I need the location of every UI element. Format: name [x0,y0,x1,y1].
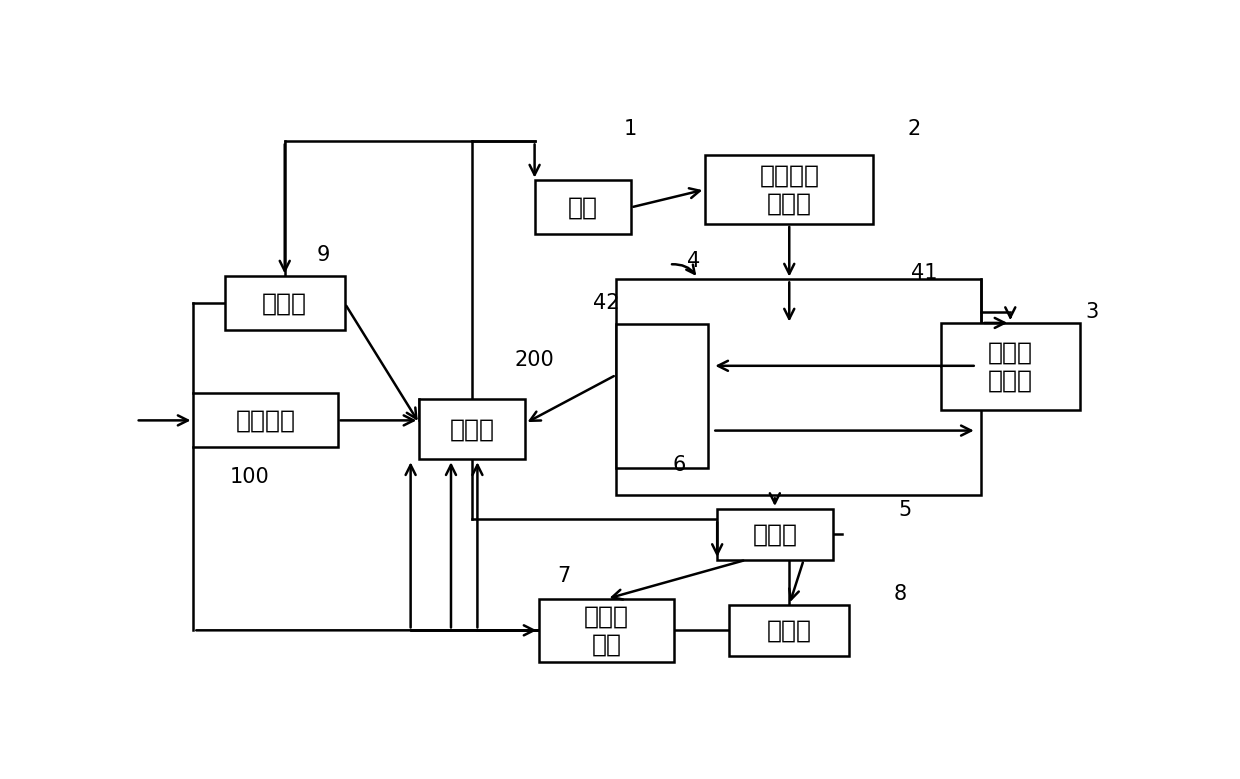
Text: 42: 42 [594,294,620,313]
Bar [539,599,675,662]
Text: 7: 7 [557,566,570,587]
Text: 8: 8 [893,584,906,605]
Bar [419,400,525,460]
Bar [224,277,345,330]
Text: 缸盖排
气水套: 缸盖排 气水套 [988,340,1033,393]
Text: 100: 100 [229,467,269,488]
Text: 5: 5 [898,500,911,520]
Bar [616,324,708,468]
Text: 水泵: 水泵 [568,196,598,220]
Text: 增压器: 增压器 [262,291,308,315]
Text: 缸盖燃烧
室水套: 缸盖燃烧 室水套 [759,164,820,215]
Text: 9: 9 [316,245,330,266]
Text: 补液壶: 补液壶 [450,418,495,442]
Bar [193,393,337,447]
Bar [534,181,631,234]
Bar [616,280,982,495]
Bar [941,323,1080,410]
Text: 6: 6 [672,456,686,475]
Text: 1: 1 [624,119,637,139]
Text: 机油冷
却器: 机油冷 却器 [584,605,629,656]
Bar [706,155,873,224]
Bar [729,605,849,656]
Text: 2: 2 [908,119,921,139]
Text: 200: 200 [515,351,554,370]
Text: 41: 41 [910,263,937,284]
Text: 节温器: 节温器 [753,523,797,546]
Text: 3: 3 [1085,302,1099,323]
Text: 4: 4 [687,252,699,271]
Bar [717,509,832,560]
Text: 暖风装置: 暖风装置 [236,408,295,432]
Text: 散热器: 散热器 [766,619,812,643]
